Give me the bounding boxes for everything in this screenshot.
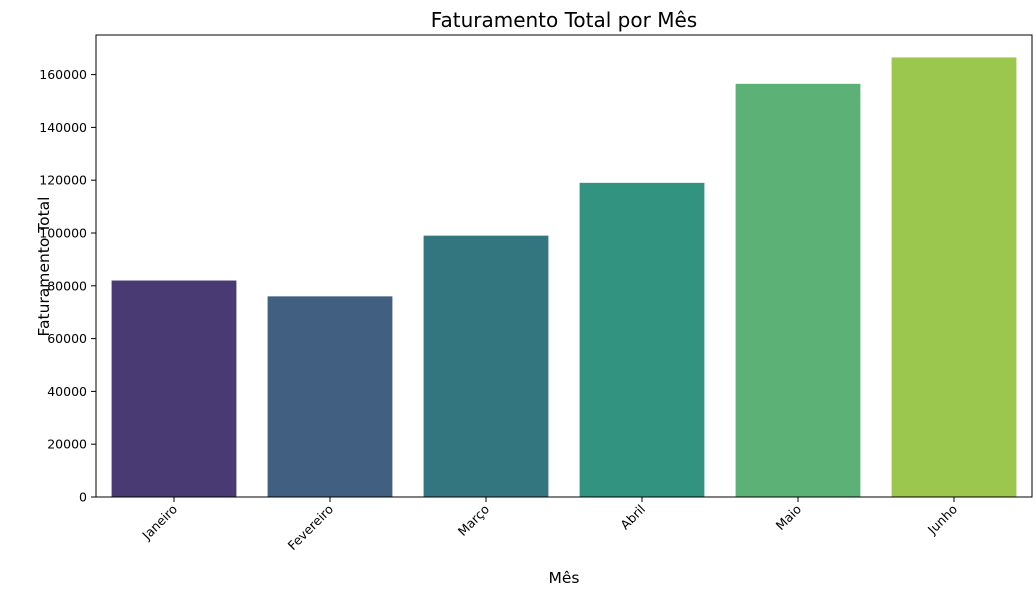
y-tick-label: 160000 [39,67,87,82]
y-tick-label: 100000 [39,226,87,241]
y-axis-title: Faturamento Total [35,197,53,337]
chart-title: Faturamento Total por Mês [431,8,697,32]
axes-frame [95,34,1033,498]
x-tick-label: Abril [617,502,648,533]
bar-março [423,235,549,497]
y-tick-label: 80000 [47,278,87,293]
x-tick-label: Maio [773,502,805,534]
y-tick-label: 140000 [39,120,87,135]
bar-maio [735,83,861,497]
y-tick-label: 40000 [47,384,87,399]
x-tick-label: Fevereiro [285,502,336,553]
x-tick-label: Janeiro [138,502,180,544]
bar-junho [891,57,1017,497]
y-tick-label: 60000 [47,331,87,346]
y-tick-label: 20000 [47,437,87,452]
bar-fevereiro [267,296,393,497]
y-tick-label: 120000 [39,173,87,188]
y-tick-label: 0 [79,490,87,505]
x-tick-label: Junho [924,502,960,538]
bar-abril [579,182,705,497]
x-axis-title: Mês [549,569,580,587]
bar-janeiro [111,280,237,497]
x-tick-label: Março [455,502,492,539]
plot-area: 0 20000 40000 60000 80000 100000 120000 140000 1… [39,34,1033,553]
